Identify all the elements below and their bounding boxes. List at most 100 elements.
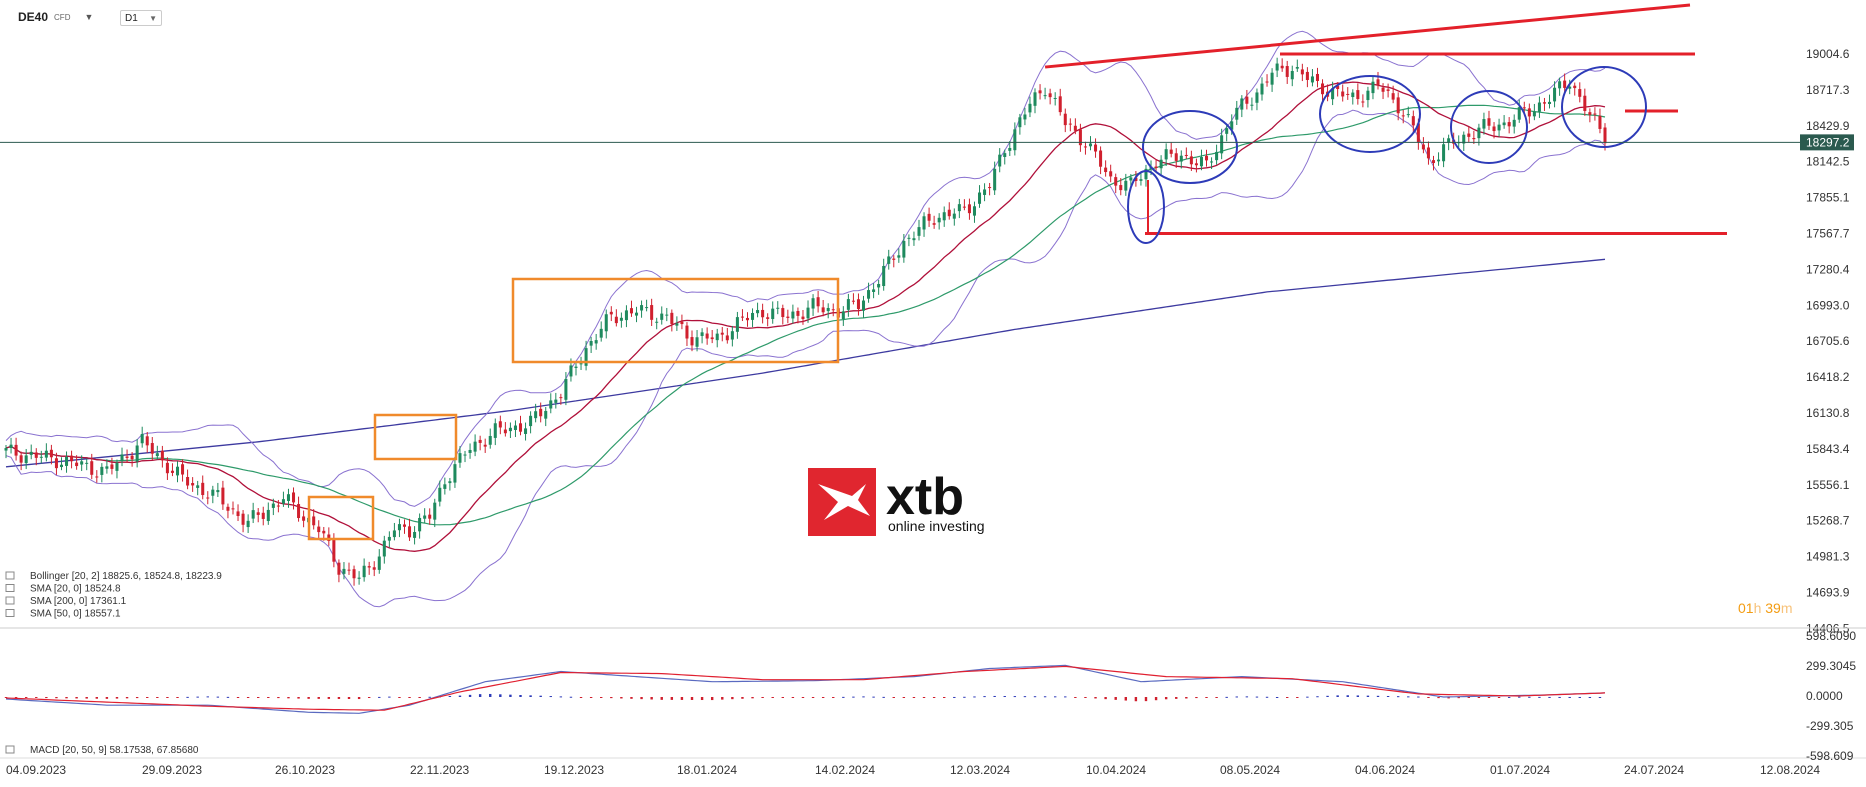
- macd-histogram-bar: [529, 695, 532, 697]
- candle-body: [236, 511, 240, 517]
- macd-histogram-bar: [327, 697, 331, 699]
- candle: [1023, 107, 1027, 126]
- candle: [473, 434, 477, 457]
- candle-body: [1245, 96, 1249, 104]
- candle-body: [680, 321, 684, 325]
- candle: [927, 207, 931, 227]
- candle-body: [609, 311, 613, 315]
- candle: [978, 185, 982, 208]
- candle: [1008, 140, 1012, 157]
- candle-body: [1321, 83, 1325, 95]
- macd-histogram-bar: [236, 697, 240, 698]
- candle: [1542, 97, 1546, 111]
- macd-histogram-bar: [246, 697, 250, 698]
- candle-body: [745, 317, 750, 321]
- candle-body: [715, 333, 719, 341]
- candle: [196, 480, 200, 496]
- macd-tick-label: 0.0000: [1806, 689, 1843, 703]
- candle-body: [478, 439, 482, 443]
- candle-body: [705, 333, 709, 339]
- candle-body: [1472, 137, 1476, 140]
- candle: [650, 298, 654, 326]
- candle: [1159, 155, 1163, 176]
- candle: [1351, 89, 1355, 105]
- candle: [619, 312, 623, 328]
- candle-body: [872, 289, 876, 292]
- candle-body: [1315, 73, 1319, 82]
- candle-body: [1376, 79, 1380, 86]
- macd-histogram-bar: [14, 697, 18, 698]
- candle: [554, 392, 558, 409]
- candle: [453, 457, 457, 488]
- symbol-dropdown-icon[interactable]: ▼: [84, 12, 94, 22]
- candle: [39, 450, 43, 464]
- indicator-legend-item: SMA [50, 0] 18557.1: [30, 609, 121, 620]
- instrument-header[interactable]: DE40 CFD ▼: [18, 10, 93, 24]
- candle-body: [1290, 70, 1294, 80]
- candle-body: [266, 509, 270, 522]
- candle-body: [428, 514, 432, 519]
- candle: [1573, 82, 1577, 96]
- candle: [735, 311, 739, 339]
- price-axis: 19004.6 18717.3 18429.9 18142.5 17855.1 17567…: [1806, 47, 1850, 635]
- macd-histogram-bar: [710, 697, 714, 701]
- candle-body: [1119, 185, 1123, 191]
- current-price: 18297.2: [0, 134, 1854, 151]
- candle: [1371, 75, 1375, 100]
- macd-histogram-bar: [670, 697, 674, 700]
- candle: [1598, 108, 1602, 134]
- candle: [1553, 81, 1557, 108]
- candle: [1386, 83, 1390, 98]
- sma20-path: [5, 81, 1606, 552]
- candle: [266, 502, 270, 525]
- candle-body: [1164, 149, 1168, 160]
- candle-body: [1386, 89, 1390, 91]
- candle: [826, 303, 830, 319]
- candle-body: [367, 566, 371, 568]
- candle: [892, 255, 896, 268]
- candle-body: [1078, 129, 1082, 146]
- candle: [993, 161, 997, 195]
- macd-histogram-bar: [1074, 697, 1077, 698]
- macd-histogram-bar: [821, 697, 825, 698]
- timeframe-select[interactable]: D1 ▼: [120, 10, 162, 26]
- candle: [4, 444, 8, 459]
- candle: [1210, 157, 1214, 169]
- consolidation-box: [373, 413, 458, 461]
- candle: [897, 248, 901, 263]
- candle-body: [1351, 92, 1355, 98]
- candle-body: [912, 238, 916, 241]
- macd-histogram-bar: [1487, 697, 1491, 698]
- candle-body: [191, 483, 195, 486]
- price-tick-label: 18142.5: [1806, 155, 1850, 169]
- candle-body: [1275, 63, 1279, 71]
- candle-body: [1134, 177, 1138, 182]
- candle: [806, 300, 810, 323]
- price-tick-label: 14981.3: [1806, 550, 1850, 564]
- candle: [529, 411, 533, 434]
- candle: [801, 309, 805, 325]
- candle: [1250, 97, 1254, 111]
- candle: [660, 306, 664, 325]
- candle-body: [1381, 87, 1385, 92]
- candle-body: [1331, 88, 1335, 100]
- candle-body: [110, 464, 114, 469]
- candle: [1063, 108, 1067, 133]
- bollinger-upper: [5, 30, 1606, 507]
- macd-histogram-bar: [216, 696, 220, 698]
- candle-body: [751, 312, 755, 320]
- candle: [1421, 137, 1425, 154]
- candle-body: [841, 311, 845, 320]
- candle: [1437, 152, 1441, 166]
- candle-body: [286, 494, 290, 501]
- candle: [145, 432, 149, 453]
- candle: [912, 231, 916, 246]
- candle: [624, 305, 628, 328]
- candle: [418, 513, 422, 539]
- candle-body: [271, 503, 275, 508]
- macd-histogram-bar: [1528, 696, 1531, 698]
- macd-histogram-bar: [589, 697, 593, 698]
- candle: [130, 452, 134, 467]
- candle-body: [160, 450, 164, 461]
- candle: [786, 309, 790, 324]
